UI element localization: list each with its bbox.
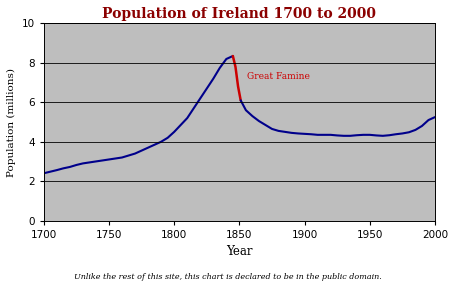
Title: Population of Ireland 1700 to 2000: Population of Ireland 1700 to 2000 bbox=[102, 7, 376, 21]
Text: Great Famine: Great Famine bbox=[247, 72, 310, 81]
Y-axis label: Population (millions): Population (millions) bbox=[7, 67, 16, 177]
X-axis label: Year: Year bbox=[226, 245, 253, 258]
Text: Unlike the rest of this site, this chart is declared to be in the public domain.: Unlike the rest of this site, this chart… bbox=[74, 273, 381, 281]
